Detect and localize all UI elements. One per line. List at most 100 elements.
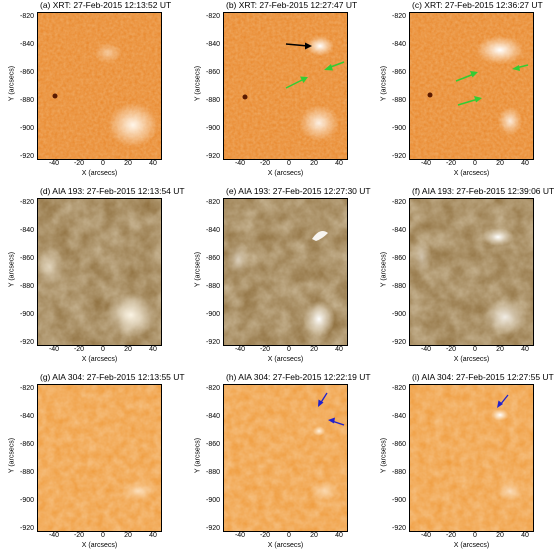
y-tick-label: -900 [391,125,406,132]
xrt-image [410,13,533,159]
panel-i: (i) AIA 304: 27-Feb-2015 12:27:55 UT Y (… [372,372,559,559]
panel-title: (f) AIA 193: 27-Feb-2015 12:39:06 UT [412,186,555,196]
x-axis-label: X (arcsecs) [453,356,490,363]
xrt-image [224,13,347,159]
aia304-image [224,385,347,531]
panel-f: (f) AIA 193: 27-Feb-2015 12:39:06 UT Y (… [372,186,559,373]
y-tick-label: -900 [205,311,220,318]
x-tick-label: 40 [335,346,343,353]
y-tick-label: -920 [391,339,406,346]
x-tick-label: 20 [124,532,132,539]
y-tick-label: -900 [391,497,406,504]
x-tick-label: -40 [234,160,246,167]
y-tick-label: -840 [391,41,406,48]
x-tick-label: -40 [48,346,60,353]
x-axis-label: X (arcsecs) [267,542,304,549]
y-tick-label: -860 [205,255,220,262]
y-tick-label: -920 [205,525,220,532]
x-tick-label: -20 [259,346,271,353]
panel-h: (h) AIA 304: 27-Feb-2015 12:22:19 UT Y (… [186,372,373,559]
y-axis-label: Y (arcsecs) [194,251,202,288]
x-axis-label: X (arcsecs) [81,542,118,549]
y-tick-label: -820 [205,13,220,20]
black-arrow [285,42,312,50]
x-tick-label: 0 [473,160,477,167]
green-arrow [512,64,529,71]
x-tick-label: 20 [124,160,132,167]
x-tick-label: -40 [234,532,246,539]
y-tick-label: -920 [205,153,220,160]
y-axis-label: Y (arcsecs) [194,437,202,474]
x-tick-label: 0 [101,346,105,353]
y-tick-label: -860 [205,69,220,76]
x-tick-label: -40 [420,532,432,539]
y-tick-label: -840 [19,41,34,48]
green-arrow [285,76,308,89]
x-tick-label: -20 [259,532,271,539]
x-axis-label: X (arcsecs) [81,356,118,363]
y-tick-label: -900 [205,497,220,504]
x-axis-label: X (arcsecs) [453,170,490,177]
y-tick-label: -840 [205,41,220,48]
panel-title: (i) AIA 304: 27-Feb-2015 12:27:55 UT [412,372,554,382]
image-plot [37,384,162,532]
y-tick-label: -920 [391,153,406,160]
y-tick-label: -920 [205,339,220,346]
x-tick-label: 20 [310,346,318,353]
image-plot [223,12,348,160]
x-tick-label: -40 [48,532,60,539]
image-plot [409,384,534,532]
x-tick-label: -20 [445,532,457,539]
y-tick-label: -860 [19,255,34,262]
x-tick-label: -20 [445,346,457,353]
x-tick-label: -40 [48,160,60,167]
y-axis-label: Y (arcsecs) [8,251,16,288]
x-tick-label: 40 [335,532,343,539]
y-tick-label: -880 [205,97,220,104]
x-tick-label: 40 [521,346,529,353]
x-axis-label: X (arcsecs) [81,170,118,177]
y-tick-label: -900 [205,125,220,132]
y-tick-label: -880 [205,283,220,290]
x-tick-label: 20 [310,532,318,539]
y-tick-label: -840 [205,413,220,420]
x-tick-label: 0 [473,532,477,539]
image-plot [37,12,162,160]
aia304-image [410,385,533,531]
image-plot [37,198,162,346]
xrt-image [38,13,161,159]
blue-arrow [497,394,509,408]
x-axis-label: X (arcsecs) [267,356,304,363]
x-tick-label: 0 [287,346,291,353]
x-axis-label: X (arcsecs) [453,542,490,549]
x-tick-label: 40 [521,532,529,539]
x-tick-label: 0 [287,532,291,539]
x-tick-label: 40 [149,160,157,167]
image-plot [223,198,348,346]
y-tick-label: -860 [391,255,406,262]
y-axis-label: Y (arcsecs) [380,65,388,102]
y-tick-label: -860 [391,69,406,76]
x-tick-label: -20 [73,532,85,539]
panel-d: (d) AIA 193: 27-Feb-2015 12:13:54 UT Y (… [0,186,187,373]
y-tick-label: -860 [19,441,34,448]
blue-arrow [328,417,345,426]
y-axis-label: Y (arcsecs) [8,437,16,474]
x-tick-label: 40 [521,160,529,167]
y-tick-label: -820 [391,385,406,392]
y-tick-label: -820 [391,199,406,206]
panel-e: (e) AIA 193: 27-Feb-2015 12:27:30 UT Y (… [186,186,373,373]
x-tick-label: -40 [420,346,432,353]
image-plot [409,198,534,346]
x-tick-label: 40 [149,346,157,353]
y-tick-label: -820 [205,385,220,392]
y-tick-label: -880 [391,469,406,476]
panel-b: (b) XRT: 27-Feb-2015 12:27:47 UT [186,0,373,187]
aia193-image [38,199,161,345]
panel-title: (c) XRT: 27-Feb-2015 12:36:27 UT [412,0,543,10]
aia193-image [224,199,347,345]
image-plot [409,12,534,160]
x-tick-label: 0 [101,532,105,539]
x-tick-label: 20 [496,160,504,167]
y-tick-label: -880 [19,97,34,104]
